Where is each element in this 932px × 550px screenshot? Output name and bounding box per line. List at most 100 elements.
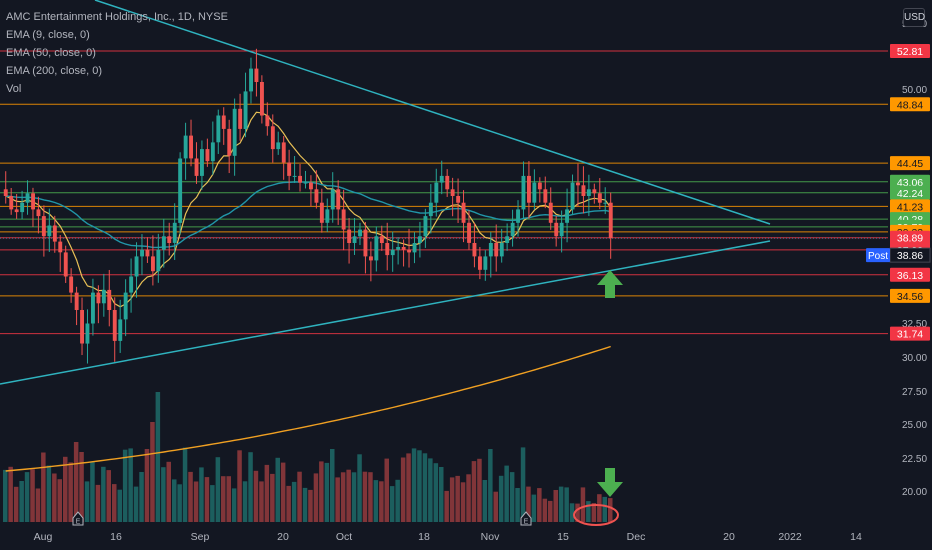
volume-bar — [242, 481, 248, 522]
down-arrow-icon — [597, 468, 623, 497]
level-price-label: 41.23 — [897, 201, 923, 213]
volume-bar — [166, 461, 171, 522]
volume-bar — [57, 479, 62, 522]
volume-bar — [460, 482, 466, 522]
volume-bar — [8, 466, 13, 522]
volume-bar — [362, 471, 368, 522]
candle — [467, 210, 471, 250]
candle — [216, 109, 221, 154]
volume-bar — [455, 475, 460, 522]
candle — [379, 225, 384, 251]
volume-bar — [275, 457, 280, 522]
volume-bar — [330, 449, 335, 522]
volume-bars — [3, 392, 619, 526]
candle — [232, 98, 237, 176]
volume-bar — [52, 473, 57, 522]
volume-bar — [291, 481, 297, 522]
x-tick-label: 2022 — [778, 531, 802, 543]
volume-bar — [406, 453, 411, 522]
volume-bar — [357, 454, 362, 522]
level-price-label: 36.13 — [897, 270, 923, 282]
candle — [592, 183, 597, 204]
volume-bar — [379, 481, 384, 522]
volume-bar — [324, 462, 330, 522]
candle — [36, 196, 41, 234]
volume-bar — [122, 449, 128, 522]
volume-bar — [264, 464, 270, 522]
level-price-label: 52.81 — [897, 46, 923, 58]
svg-text:E: E — [524, 519, 529, 526]
volume-bar — [537, 488, 542, 522]
candle — [521, 161, 526, 219]
volume-bar — [30, 469, 35, 522]
ema9-line — [5, 111, 612, 308]
candle — [412, 232, 417, 264]
candle — [423, 208, 428, 248]
level-price-label: 42.24 — [897, 188, 923, 200]
x-tick-label: 18 — [418, 531, 430, 543]
candle — [478, 247, 482, 280]
x-tick-label: 20 — [277, 531, 289, 543]
last-price-label: 38.86 — [897, 250, 923, 262]
volume-bar — [172, 479, 177, 522]
level-price-label: 38.89 — [897, 233, 923, 245]
volume-bar — [150, 422, 155, 522]
volume-bar — [411, 448, 417, 522]
candle — [608, 192, 613, 259]
level-price-tag — [890, 230, 930, 245]
volume-bar — [19, 481, 24, 522]
level-price-tag — [890, 267, 930, 282]
volume-bar — [133, 486, 139, 522]
candle — [25, 180, 30, 215]
volume-bar — [155, 392, 161, 522]
candle — [597, 178, 602, 210]
volume-bar — [84, 481, 90, 522]
legend-ema50[interactable]: EMA (50, close, 0) — [6, 47, 96, 59]
ema-lines — [5, 111, 612, 472]
volume-bar — [395, 479, 400, 522]
volume-bar — [161, 467, 166, 522]
volume-bar — [498, 475, 504, 522]
volume-bar — [520, 447, 526, 522]
candle — [450, 177, 455, 217]
volume-bar — [575, 503, 580, 522]
volume-bar — [253, 470, 259, 522]
legend-ema9[interactable]: EMA (9, close, 0) — [6, 29, 90, 41]
candle — [434, 168, 439, 217]
volume-bar — [139, 472, 144, 522]
candle — [292, 156, 297, 183]
lower-trendline — [0, 240, 771, 385]
candle — [161, 218, 166, 268]
upper-trendline — [94, 0, 771, 225]
legend-ema200[interactable]: EMA (200, close, 0) — [6, 65, 102, 77]
volume-bar — [542, 498, 548, 522]
legend-title[interactable]: AMC Entertainment Holdings, Inc., 1D, NY… — [6, 11, 228, 23]
candle — [85, 309, 90, 364]
candle — [586, 174, 591, 217]
volume-bar — [63, 456, 68, 522]
candle — [445, 169, 450, 197]
level-price-tag — [890, 44, 930, 58]
volume-bar — [286, 485, 291, 522]
volume-bar — [3, 469, 8, 522]
candle — [205, 138, 210, 167]
legend-vol[interactable]: Vol — [6, 83, 22, 95]
candle — [543, 176, 548, 209]
volume-bar — [417, 450, 422, 522]
candle — [63, 245, 68, 283]
candle — [565, 188, 569, 243]
volume-bar — [368, 472, 373, 522]
volume-bar — [602, 496, 607, 522]
candle — [227, 119, 232, 174]
volume-bar — [482, 480, 488, 522]
volume-bar — [259, 481, 264, 522]
volume-bar — [531, 494, 537, 522]
candle — [576, 163, 580, 207]
volume-bar — [553, 490, 558, 522]
currency-button[interactable]: USD — [903, 8, 925, 27]
volume-bar — [106, 470, 111, 522]
candle — [172, 203, 177, 260]
volume-bar — [199, 467, 204, 522]
candle — [151, 235, 155, 286]
